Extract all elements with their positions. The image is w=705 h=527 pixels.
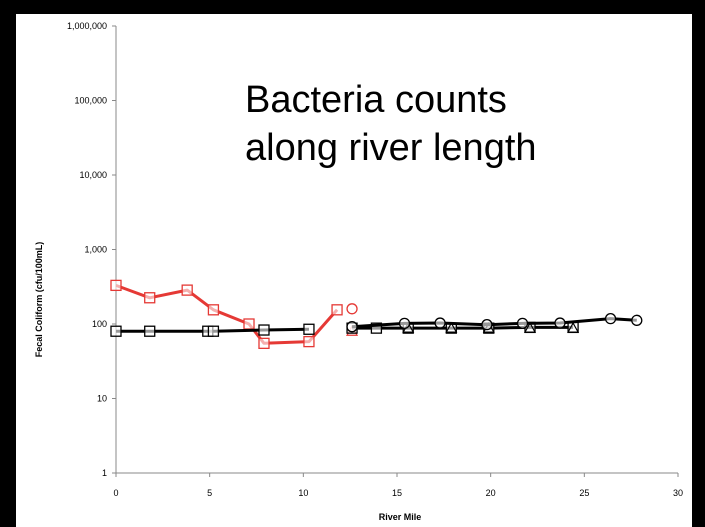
data-point	[346, 303, 358, 315]
chart-svg: 1 10 100 1,000 10,000 100,000 1,000,000 0 5 10 15…	[34, 21, 683, 522]
data-point	[523, 321, 537, 333]
data-point	[258, 337, 270, 349]
data-point	[631, 314, 643, 326]
x-tick-label: 5	[207, 488, 212, 498]
y-axis-label: Fecal Coliform (cfu/100mL)	[34, 242, 44, 358]
data-point	[110, 279, 122, 292]
data-point	[181, 284, 193, 296]
x-tick-labels: 0 5 10 15 20 25 30	[113, 488, 683, 498]
data-point	[303, 323, 315, 335]
series-layer	[110, 279, 643, 349]
data-point	[346, 321, 358, 333]
series-2	[346, 303, 358, 315]
data-point	[243, 318, 255, 330]
data-point	[481, 319, 493, 331]
data-point	[144, 325, 156, 337]
x-tick-label: 25	[579, 488, 589, 498]
data-point	[207, 304, 220, 316]
y-tick-labels: 1 10 100 1,000 10,000 100,000 1,000,000	[67, 21, 107, 478]
data-point	[144, 292, 156, 304]
series-line	[352, 325, 574, 330]
chart-title: Bacteria counts along river length	[245, 79, 537, 169]
series-line	[115, 283, 339, 345]
data-point	[445, 321, 458, 333]
data-point	[370, 322, 383, 334]
series-line	[351, 317, 637, 329]
data-point	[110, 325, 122, 337]
y-tick-label: 1,000,000	[67, 21, 107, 31]
chart-frame: 1 10 100 1,000 10,000 100,000 1,000,000 0 5 10 15…	[16, 14, 692, 527]
data-point	[331, 304, 343, 316]
data-point	[554, 317, 566, 329]
x-tick-label: 20	[486, 488, 496, 498]
x-axis-label: River Mile	[379, 512, 422, 522]
data-point	[398, 317, 411, 330]
data-point	[567, 321, 580, 333]
series-6	[346, 312, 643, 333]
series-1	[110, 323, 315, 337]
data-point	[303, 335, 315, 348]
y-tick-label: 100,000	[74, 96, 107, 106]
data-point	[434, 317, 446, 329]
axes	[112, 25, 679, 477]
data-point	[604, 312, 617, 325]
data-point	[516, 317, 529, 330]
y-tick-label: 10,000	[79, 170, 107, 180]
y-tick-label: 1,000	[84, 245, 107, 255]
x-tick-label: 15	[392, 488, 402, 498]
data-point	[258, 324, 270, 336]
x-tick-label: 10	[298, 488, 308, 498]
series-0	[110, 279, 343, 349]
x-tick-label: 0	[113, 488, 118, 498]
x-tick-label: 30	[673, 488, 683, 498]
y-tick-label: 1	[102, 468, 107, 478]
data-point	[207, 325, 220, 337]
y-tick-label: 10	[97, 394, 107, 404]
y-tick-label: 100	[92, 319, 107, 329]
